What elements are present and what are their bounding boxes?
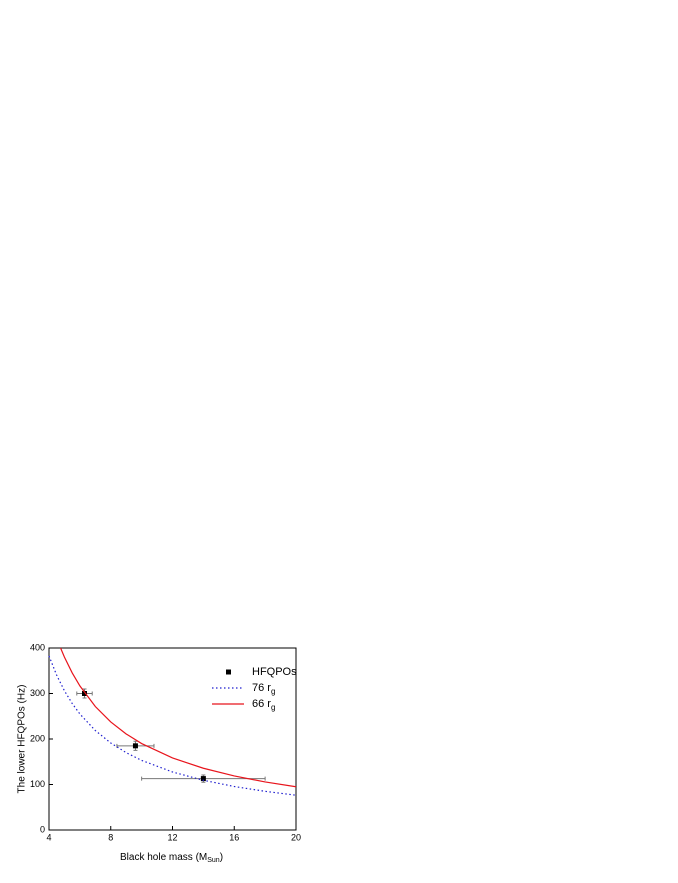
legend-name: 66 r [252,698,271,710]
legend-label: 76 rg [252,682,275,696]
y-tick-label: 100 [30,779,45,789]
x-tick-label: 8 [108,832,113,842]
point [132,743,138,749]
y-axis-label: The lower HFQPOs (Hz) [17,685,28,794]
point [200,776,206,782]
x-tick-label: 16 [229,832,239,842]
point [82,691,88,696]
y-tick-label: 200 [30,733,45,743]
curve [48,655,297,796]
legend-name: 76 r [252,682,271,694]
legend-sub: g [271,703,275,712]
legend-marker [226,669,231,675]
x-label-part: ) [220,852,223,863]
x-tick-label: 20 [291,832,301,842]
legend-label: 66 rg [252,698,275,712]
y-tick-label: 0 [40,824,45,834]
x-tick-label: 4 [46,832,51,842]
x-label-sub: Sun [207,857,220,864]
legend-label: HFQPOs [252,666,297,678]
x-axis-label: Black hole mass (MSun) [120,852,223,864]
x-tick-label: 12 [167,832,177,842]
legend-sub: g [271,687,275,696]
x-label-part: Black hole mass (M [120,852,207,863]
curve [60,647,297,788]
y-tick-label: 300 [30,688,45,698]
y-tick-label: 400 [30,642,45,652]
legend-name: HFQPOs [252,666,297,678]
